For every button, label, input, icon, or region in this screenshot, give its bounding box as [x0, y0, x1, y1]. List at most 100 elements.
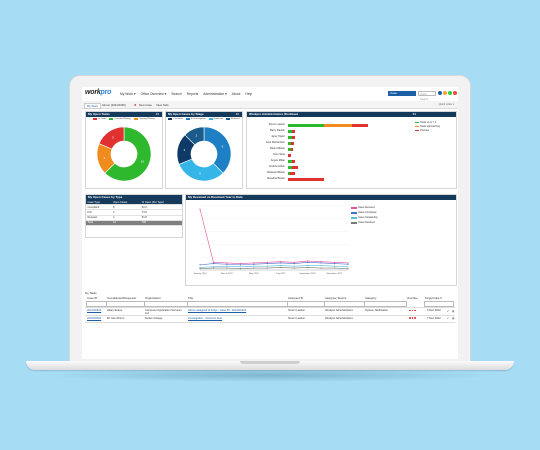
- data-point[interactable]: [226, 263, 228, 265]
- workload-bar-segment[interactable]: [288, 171, 290, 175]
- workload-row[interactable]: Dino Silva: [249, 153, 458, 157]
- nav-reports[interactable]: Reports: [186, 92, 199, 96]
- data-point[interactable]: [320, 264, 322, 267]
- workload-bar-segment[interactable]: [288, 153, 291, 157]
- workload-row[interactable]: Angus Milan: [249, 159, 458, 163]
- tasks-donut-chart[interactable]: 10 3 3: [86, 120, 162, 186]
- case-search-select[interactable]: Case: [388, 91, 416, 96]
- nav-my-work[interactable]: My Work ▾: [120, 92, 136, 96]
- workload-bar-segment[interactable]: [288, 147, 291, 151]
- workload-bar-segment[interactable]: [288, 177, 324, 181]
- quick-search-input[interactable]: Quick Search: [418, 91, 436, 101]
- task-title-link[interactable]: Investigation - Outcome Due: [188, 316, 223, 320]
- tab-simon[interactable]: Simon (2021/2025): [102, 102, 126, 107]
- data-point[interactable]: [280, 264, 282, 267]
- calendar-icon[interactable]: ▦: [452, 317, 455, 320]
- checkmark-icon[interactable]: ✔: [447, 317, 450, 320]
- quick-links-dropdown[interactable]: Quick Links ▾: [438, 103, 454, 106]
- workload-row[interactable]: Barry Rankin: [249, 129, 458, 133]
- workload-bar-segment[interactable]: [288, 123, 324, 127]
- col-category[interactable]: Category: [365, 296, 377, 300]
- col-organisation[interactable]: Organisation: [145, 296, 161, 300]
- workload-bar-segment[interactable]: [288, 141, 291, 145]
- table-row[interactable]: Complaint 8 52.2: [86, 204, 182, 211]
- col-target-date[interactable]: Target Date ▾: [425, 296, 442, 300]
- workload-row[interactable]: Jess Richardson: [249, 141, 458, 145]
- data-point[interactable]: [253, 267, 255, 269]
- avatar[interactable]: [438, 91, 442, 95]
- data-point[interactable]: [293, 261, 295, 263]
- checkmark-icon[interactable]: ✔: [447, 309, 450, 313]
- workload-row[interactable]: Andrew Hilton: [249, 165, 458, 169]
- workload-bar-segment[interactable]: [291, 147, 293, 151]
- data-point[interactable]: [212, 267, 215, 269]
- data-point[interactable]: [253, 265, 255, 267]
- data-point[interactable]: [199, 266, 201, 269]
- workpro-logo[interactable]: workpro: [85, 89, 112, 96]
- series-line-cases-resolved[interactable]: [199, 267, 349, 270]
- data-point[interactable]: [212, 263, 215, 265]
- data-point[interactable]: [293, 267, 295, 269]
- data-point[interactable]: [253, 263, 255, 265]
- filter-target-date[interactable]: [424, 301, 454, 307]
- workload-bar-segment[interactable]: [288, 159, 292, 163]
- case-id-link[interactable]: 2021/00224: [87, 309, 102, 312]
- data-point[interactable]: [266, 263, 268, 265]
- data-point[interactable]: [347, 262, 349, 264]
- donut-slice-in-order[interactable]: [104, 126, 152, 182]
- table-row[interactable]: Request 4 51.8: [86, 215, 182, 221]
- data-point[interactable]: [320, 262, 322, 264]
- data-point[interactable]: [333, 267, 336, 269]
- workload-row[interactable]: Mairead Wilson: [249, 171, 458, 175]
- col-case-id[interactable]: Case ID: [87, 296, 98, 300]
- data-point[interactable]: [239, 264, 241, 266]
- workload-bar-segment[interactable]: [291, 141, 294, 145]
- data-point[interactable]: [347, 263, 349, 265]
- data-point[interactable]: [266, 261, 268, 263]
- tab-view-tabs[interactable]: View Tabs: [156, 102, 169, 107]
- data-point[interactable]: [347, 266, 349, 268]
- avatar[interactable]: [453, 91, 457, 95]
- nav-help[interactable]: Help: [245, 92, 253, 96]
- data-point[interactable]: [307, 266, 309, 269]
- data-point[interactable]: [199, 264, 201, 266]
- data-point[interactable]: [212, 266, 215, 268]
- col-assigned-to[interactable]: Assigned To: [288, 296, 304, 300]
- data-point[interactable]: [347, 268, 349, 270]
- workload-row[interactable]: Mcpahel Brown: [249, 177, 458, 181]
- data-point[interactable]: [280, 262, 282, 264]
- series-line-cases-outstanding[interactable]: [199, 265, 349, 268]
- nav-administration[interactable]: Administration ▾: [203, 92, 227, 96]
- workload-row[interactable]: Danni Wilson: [249, 147, 458, 151]
- data-point[interactable]: [212, 261, 215, 263]
- data-point[interactable]: [280, 261, 282, 263]
- col-overdue[interactable]: Overdue: [407, 296, 418, 300]
- data-point[interactable]: [226, 262, 228, 264]
- avatar[interactable]: [448, 91, 452, 95]
- nav-search[interactable]: Search: [171, 92, 182, 96]
- tab-new-case[interactable]: New Case: [139, 102, 152, 107]
- col-complainant[interactable]: Complainant/Requester: [107, 296, 137, 300]
- tab-my-work[interactable]: My Work: [84, 102, 101, 109]
- tab-close-icon[interactable]: ✖: [134, 102, 137, 107]
- col-assignee-team[interactable]: Assignee Team/s: [325, 296, 347, 300]
- data-point[interactable]: [320, 261, 322, 263]
- data-point[interactable]: [280, 266, 282, 269]
- data-point[interactable]: [307, 264, 309, 267]
- data-point[interactable]: [307, 261, 309, 263]
- data-point[interactable]: [293, 265, 295, 267]
- data-point[interactable]: [293, 263, 295, 265]
- calendar-icon[interactable]: ▦: [452, 309, 455, 313]
- workload-bar-segment[interactable]: [352, 123, 368, 127]
- data-point[interactable]: [266, 265, 268, 267]
- filter-category[interactable]: [364, 301, 407, 307]
- nav-about[interactable]: About: [231, 92, 241, 96]
- workload-row[interactable]: Jamy Taylor: [249, 135, 458, 139]
- workload-bar-segment[interactable]: [290, 171, 295, 175]
- workload-bar-segment[interactable]: [288, 129, 292, 133]
- data-point[interactable]: [199, 268, 201, 270]
- case-id-link[interactable]: 2022/00004: [87, 316, 102, 320]
- workload-bar-segment[interactable]: [292, 159, 295, 163]
- data-point[interactable]: [320, 267, 322, 269]
- avatar[interactable]: [443, 91, 447, 95]
